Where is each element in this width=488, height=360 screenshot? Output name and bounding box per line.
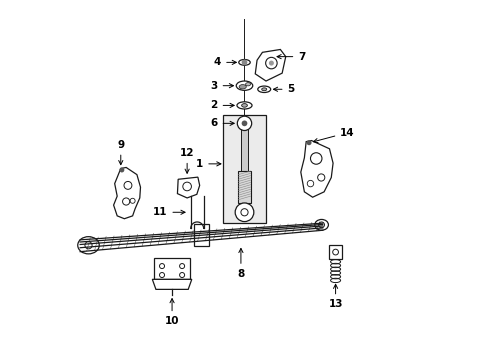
Ellipse shape bbox=[245, 83, 250, 86]
Circle shape bbox=[235, 203, 253, 222]
Text: 9: 9 bbox=[117, 140, 124, 165]
Text: 4: 4 bbox=[213, 57, 236, 67]
Text: 13: 13 bbox=[327, 284, 342, 309]
Circle shape bbox=[268, 60, 273, 66]
Text: 10: 10 bbox=[164, 299, 179, 326]
Bar bbox=[154, 258, 190, 279]
Bar bbox=[241, 123, 247, 175]
Text: 11: 11 bbox=[153, 207, 184, 217]
Bar bbox=[194, 224, 208, 246]
Polygon shape bbox=[300, 140, 332, 197]
Bar bbox=[223, 116, 265, 223]
Circle shape bbox=[237, 116, 251, 131]
Circle shape bbox=[241, 121, 247, 126]
Text: 6: 6 bbox=[210, 118, 234, 128]
Polygon shape bbox=[177, 177, 199, 198]
Bar bbox=[237, 171, 251, 203]
Ellipse shape bbox=[238, 59, 250, 65]
Bar bbox=[328, 245, 342, 259]
Circle shape bbox=[306, 140, 311, 145]
Polygon shape bbox=[113, 167, 140, 219]
Text: 8: 8 bbox=[237, 248, 244, 279]
Ellipse shape bbox=[241, 104, 247, 107]
Text: 5: 5 bbox=[273, 84, 294, 94]
Text: 7: 7 bbox=[277, 51, 305, 62]
Ellipse shape bbox=[261, 88, 266, 91]
Polygon shape bbox=[152, 279, 191, 289]
Circle shape bbox=[119, 167, 124, 172]
Text: 1: 1 bbox=[196, 159, 221, 169]
Circle shape bbox=[265, 57, 277, 69]
Text: 2: 2 bbox=[210, 100, 234, 111]
Ellipse shape bbox=[239, 85, 246, 89]
Text: 14: 14 bbox=[313, 128, 354, 143]
Circle shape bbox=[241, 59, 247, 65]
Text: 3: 3 bbox=[210, 81, 233, 91]
Ellipse shape bbox=[236, 81, 252, 90]
Text: 12: 12 bbox=[180, 148, 194, 173]
Polygon shape bbox=[255, 49, 285, 81]
Ellipse shape bbox=[237, 102, 251, 109]
Ellipse shape bbox=[257, 86, 270, 93]
